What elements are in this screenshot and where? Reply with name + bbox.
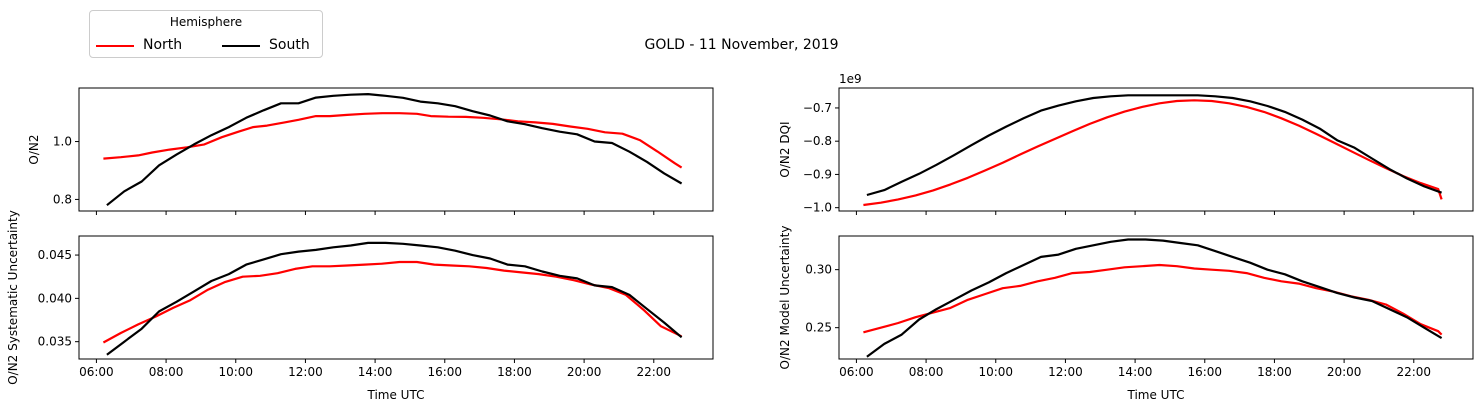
y-tick-label: −0.7 [803, 101, 832, 115]
x-tick-label: 08:00 [149, 365, 184, 379]
y-tick-label: 0.30 [805, 263, 832, 277]
figure-title: GOLD - 11 November, 2019 [644, 37, 839, 53]
series-line-south-panel-3 [106, 241, 683, 356]
x-tick-label: 22:00 [636, 365, 671, 379]
x-tick-label: 06:00 [79, 365, 114, 379]
series-line-north-panel-4 [863, 263, 1443, 336]
legend-title: Hemisphere [169, 15, 243, 29]
y-tick-label: 0.040 [38, 291, 72, 305]
y-tick-label: 0.8 [53, 192, 72, 206]
x-tick-label: 18:00 [497, 365, 532, 379]
legend-label-north: North [143, 37, 183, 53]
y-tick-label: 0.035 [38, 335, 72, 349]
x-tick-label: 10:00 [978, 365, 1013, 379]
x-tick-label: 10:00 [218, 365, 253, 379]
x-tick-label: 14:00 [1118, 365, 1153, 379]
x-tick-label: 16:00 [1187, 365, 1222, 379]
legend-swatch-north [96, 45, 134, 47]
axes-frame-panel-1 [78, 87, 714, 212]
legend-label-south: South [269, 37, 310, 53]
y-tick-label: 1.0 [53, 135, 72, 149]
axis-offset-text: 1e9 [839, 72, 862, 86]
axes-frame-panel-3 [78, 235, 714, 360]
y-tick-label: −0.8 [803, 134, 832, 148]
series-line-north-panel-2 [863, 99, 1443, 207]
y-tick-label: −1.0 [803, 201, 832, 215]
x-tick-label: 12:00 [288, 365, 323, 379]
x-axis-label: Time UTC [367, 388, 425, 402]
y-axis-label: O/N2 [27, 134, 41, 164]
y-tick-label: 0.25 [805, 321, 832, 335]
legend-swatch-south [222, 45, 260, 47]
series-line-south-panel-1 [106, 92, 683, 207]
x-tick-label: 12:00 [1048, 365, 1083, 379]
x-tick-label: 18:00 [1257, 365, 1292, 379]
y-tick-label: 0.045 [38, 248, 72, 262]
x-tick-label: 06:00 [839, 365, 874, 379]
series-line-north-panel-1 [103, 112, 683, 169]
x-tick-label: 20:00 [1327, 365, 1362, 379]
axes-frame-panel-4 [838, 235, 1474, 360]
x-tick-label: 14:00 [358, 365, 393, 379]
x-tick-label: 20:00 [567, 365, 602, 379]
axes-frame-panel-2 [838, 87, 1474, 212]
series-line-south-panel-2 [866, 94, 1442, 197]
series-line-south-panel-4 [866, 238, 1443, 358]
legend: Hemisphere North South [89, 10, 323, 58]
x-axis-label: Time UTC [1127, 388, 1185, 402]
y-tick-label: −0.9 [803, 167, 832, 181]
y-axis-label: O/N2 Model Uncertainty [778, 226, 792, 370]
series-line-north-panel-3 [102, 260, 683, 344]
x-tick-label: 16:00 [427, 365, 462, 379]
y-axis-label: O/N2 DQI [778, 121, 792, 177]
y-axis-label: O/N2 Systematic Uncertainty [6, 210, 20, 385]
x-tick-label: 08:00 [909, 365, 944, 379]
x-tick-label: 22:00 [1396, 365, 1431, 379]
